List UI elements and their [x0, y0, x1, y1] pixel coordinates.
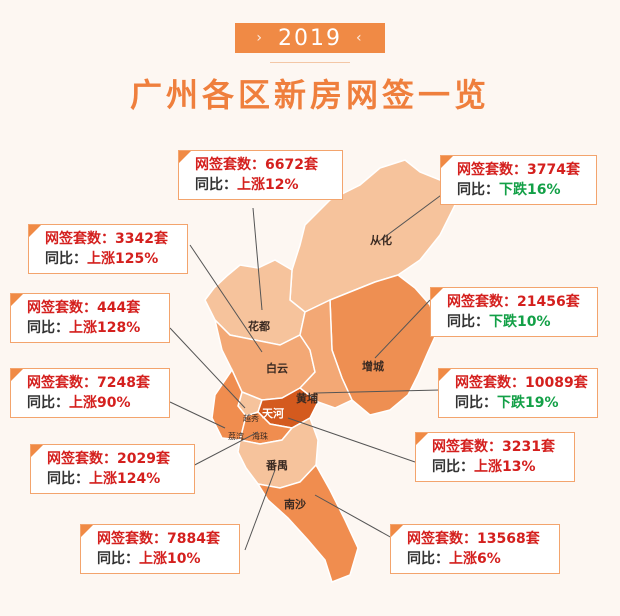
yoy-huangpu: 下跌19%: [497, 395, 559, 411]
chevron-right-icon: ‹: [356, 30, 364, 46]
count-tianhe: 3231套: [502, 439, 555, 455]
district-label-nansha: 南沙: [284, 498, 306, 511]
yoy-tianhe: 上涨13%: [474, 459, 536, 475]
page-title: 广州各区新房网签一览: [129, 76, 490, 114]
district-label-conghua: 从化: [370, 234, 392, 247]
year-label: 2019: [278, 25, 342, 51]
yoy-yuexiu: 上涨128%: [69, 320, 141, 336]
count-zengcheng: 21456套: [517, 294, 580, 310]
callout-baiyun: 网签套数：3342套 同比：上涨125%: [28, 224, 188, 274]
district-label-panyu: 番禺: [266, 459, 288, 472]
count-panyu: 7884套: [167, 531, 220, 547]
yoy-baiyun: 上涨125%: [87, 251, 159, 267]
year-badge: › 2019 ‹: [235, 23, 385, 53]
count-haizhu: 2029套: [117, 451, 170, 467]
district-shape-huangpu: [298, 298, 353, 409]
district-label-haizhu: 海珠: [252, 432, 268, 441]
district-shape-nansha: [256, 463, 359, 583]
callout-yuexiu: 网签套数：444套 同比：上涨128%: [10, 293, 170, 343]
count-nansha: 13568套: [477, 531, 540, 547]
yoy-haizhu: 上涨124%: [89, 471, 161, 487]
district-label-huangpu: 黄埔: [296, 392, 318, 405]
count-conghua: 3774套: [527, 162, 580, 178]
count-huangpu: 10089套: [525, 375, 588, 391]
callout-nansha: 网签套数：13568套 同比：上涨6%: [390, 524, 560, 574]
count-huadu: 6672套: [265, 157, 318, 173]
yoy-liwan: 上涨90%: [69, 395, 131, 411]
callout-huangpu: 网签套数：10089套 同比：下跌19%: [438, 368, 598, 418]
callout-zengcheng: 网签套数：21456套 同比：下跌10%: [430, 287, 598, 337]
callout-conghua: 网签套数：3774套 同比：下跌16%: [440, 155, 597, 205]
title-divider: [270, 62, 350, 63]
count-yuexiu: 444套: [97, 300, 141, 316]
callout-panyu: 网签套数：7884套 同比：上涨10%: [80, 524, 240, 574]
count-baiyun: 3342套: [115, 231, 168, 247]
callout-liwan: 网签套数：7248套 同比：上涨90%: [10, 368, 170, 418]
yoy-conghua: 下跌16%: [499, 182, 561, 198]
district-label-zengcheng: 增城: [362, 360, 384, 373]
callout-haizhu: 网签套数：2029套 同比：上涨124%: [30, 444, 195, 494]
district-label-yuexiu: 越秀: [243, 414, 259, 423]
yoy-zengcheng: 下跌10%: [489, 314, 551, 330]
district-label-baiyun: 白云: [266, 362, 288, 375]
count-liwan: 7248套: [97, 375, 150, 391]
chevron-left-icon: ›: [256, 30, 264, 46]
district-label-huadu: 花都: [248, 320, 270, 333]
district-label-tianhe: 天河: [262, 407, 284, 420]
yoy-huadu: 上涨12%: [237, 177, 299, 193]
callout-tianhe: 网签套数：3231套 同比：上涨13%: [415, 432, 575, 482]
yoy-nansha: 上涨6%: [449, 551, 501, 567]
district-label-liwan: 荔湾: [228, 432, 244, 441]
yoy-panyu: 上涨10%: [139, 551, 201, 567]
callout-huadu: 网签套数：6672套 同比：上涨12%: [178, 150, 343, 200]
